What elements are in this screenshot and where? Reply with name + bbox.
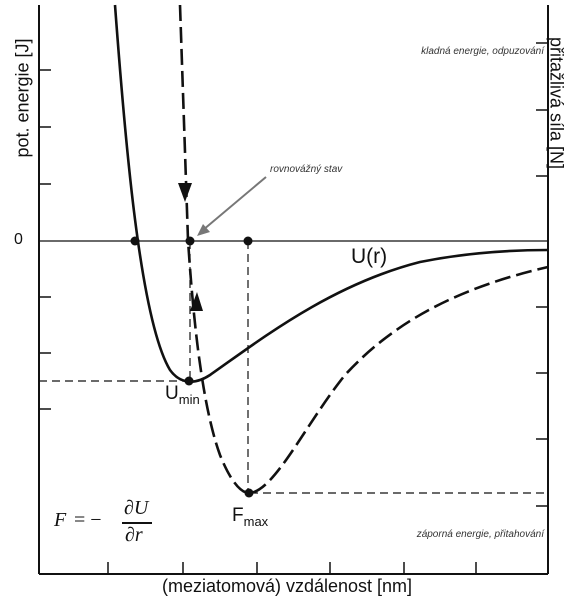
- umin-sub: min: [178, 391, 200, 407]
- formula-numerator: ∂U: [124, 497, 149, 519]
- equilibrium-pointer: [202, 176, 267, 231]
- equilibrium-pointer-head: [197, 224, 210, 236]
- x-axis-label: (meziatomová) vzdálenost [nm]: [161, 576, 413, 596]
- right-ticks: [536, 42, 548, 507]
- point-zero-u: [130, 236, 140, 246]
- equilibrium-annotation: rovnovážný stav: [270, 164, 343, 175]
- y-axis-left-label: pot. energie [J]: [12, 38, 33, 158]
- attractive-annotation: záporná energie, přitahování: [416, 529, 544, 540]
- fmax-base: F: [232, 505, 244, 526]
- fmax-label: Fmax: [232, 505, 268, 529]
- potential-curve: [113, 4, 549, 383]
- formula-lhs: F: [54, 509, 67, 531]
- point-fmax-projection: [243, 236, 253, 246]
- arrow-down: [178, 183, 192, 202]
- fmax-sub: max: [243, 513, 269, 529]
- left-ticks: [39, 69, 51, 410]
- point-fmax: [244, 488, 254, 498]
- points: [130, 236, 254, 498]
- potential-curve-label: U(r): [351, 245, 388, 268]
- repulsive-annotation: kladná energie, odpuzování: [421, 46, 544, 57]
- force-curve: [178, 4, 549, 495]
- formula-denominator: ∂r: [125, 524, 143, 546]
- point-umin: [184, 376, 194, 386]
- zero-label: 0: [14, 231, 23, 248]
- point-equilibrium: [185, 236, 195, 246]
- guide-lines: [39, 241, 548, 494]
- umin-base: U: [165, 383, 179, 404]
- formula-equals: = −: [74, 509, 102, 531]
- umin-label: Umin: [165, 383, 200, 407]
- bottom-ticks: [107, 562, 477, 574]
- y-axis-right-label: přitažlivá síla [N]: [546, 36, 567, 170]
- force-formula: F = − ∂U ∂r: [54, 497, 164, 547]
- formula-fraction-bar: [122, 522, 152, 524]
- arrow-up: [190, 292, 203, 311]
